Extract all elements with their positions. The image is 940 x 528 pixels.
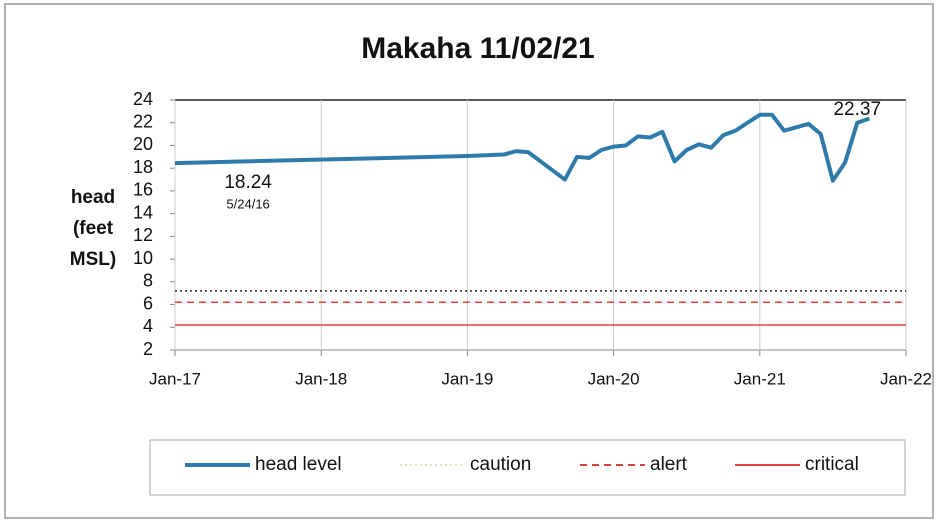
y-tick-label: 14 [133, 202, 153, 222]
head-line [174, 112, 871, 183]
y-axis-label: MSL) [70, 249, 116, 270]
legend-label: critical [805, 454, 859, 475]
annotation-sub: 5/24/16 [226, 196, 269, 211]
annotation: 18.24 [224, 172, 272, 193]
frame [4, 3, 934, 519]
annotation: 22.37 [833, 99, 881, 120]
legend-label: alert [650, 454, 688, 475]
y-tick-label: 8 [143, 271, 153, 291]
y-tick-label: 10 [133, 248, 153, 268]
y-tick-label: 18 [133, 157, 153, 177]
x-tick-label: Jan-20 [588, 369, 640, 388]
y-tick-label: 22 [133, 111, 153, 131]
legend-box [149, 439, 906, 496]
x-tick-label: Jan-19 [441, 369, 493, 388]
chart-title: Makaha 11/02/21 [361, 32, 595, 65]
y-tick-label: 16 [133, 180, 153, 200]
y-axis-label: head [71, 187, 115, 208]
y-tick-label: 6 [143, 293, 153, 313]
y-tick-label: 20 [133, 134, 153, 154]
y-tick-label: 12 [133, 225, 153, 245]
x-tick-label: Jan-22 [880, 369, 932, 388]
x-tick-label: Jan-17 [149, 369, 201, 388]
y-axis-label: (feet [73, 218, 114, 239]
legend-label: head level [255, 454, 342, 475]
y-tick-label: 2 [143, 339, 153, 359]
legend-label: caution [470, 454, 531, 475]
y-tick-label: 4 [143, 316, 153, 336]
x-tick-label: Jan-18 [295, 369, 347, 388]
y-tick-label: 24 [133, 89, 153, 109]
x-tick-label: Jan-21 [734, 369, 786, 388]
